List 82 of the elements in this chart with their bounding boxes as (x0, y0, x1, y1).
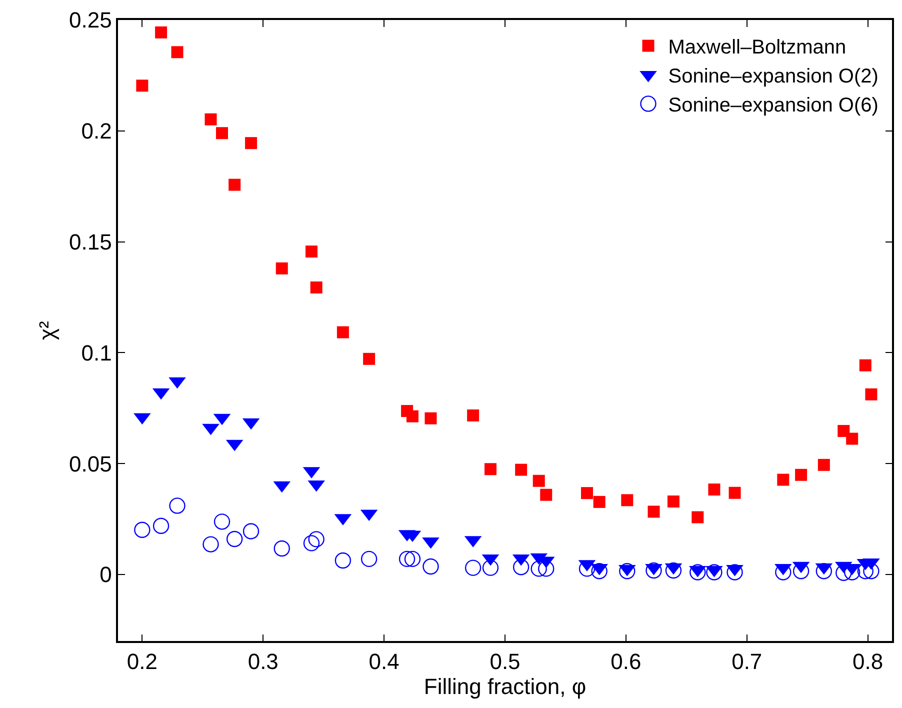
x-tick-label: 0.8 (852, 649, 884, 674)
point (818, 458, 830, 471)
point (152, 518, 170, 534)
legend-label: Sonine–expansion O(2) (668, 66, 878, 88)
point (398, 550, 416, 568)
point (667, 496, 680, 508)
point (422, 558, 439, 575)
point (515, 464, 528, 476)
point (863, 563, 880, 580)
x-tick-label: 0.4 (368, 649, 400, 674)
point (306, 246, 318, 258)
point (865, 388, 878, 400)
point (581, 487, 593, 500)
y-tick-label: 0.1 (81, 340, 112, 366)
x-tick-label: 0.3 (248, 649, 278, 674)
point (619, 563, 636, 580)
x-tick-label: 0.2 (126, 649, 158, 674)
point (467, 409, 480, 422)
y-tick-label: 0.25 (69, 8, 112, 33)
point (512, 559, 530, 576)
point (538, 560, 554, 577)
x-tick-label: 0.7 (732, 649, 762, 674)
point (593, 496, 606, 508)
point (214, 514, 230, 530)
point (621, 494, 634, 506)
x-tick-label: 0.6 (610, 649, 642, 674)
x-axis-title: Filling fraction, φ (424, 674, 586, 700)
point (648, 506, 660, 518)
point (424, 412, 437, 424)
point (706, 564, 722, 580)
point (665, 562, 682, 579)
point (169, 498, 186, 514)
y-tick-label: 0.2 (81, 118, 112, 144)
point (245, 137, 258, 150)
point (540, 488, 552, 501)
point (406, 410, 418, 422)
point (795, 468, 808, 481)
point (530, 560, 547, 577)
point (859, 359, 872, 372)
point (363, 352, 376, 365)
point (310, 281, 322, 294)
point (708, 484, 720, 496)
point (464, 560, 482, 576)
x-tick-label: 0.5 (490, 649, 520, 674)
point (532, 474, 545, 487)
point (484, 463, 496, 476)
point (242, 523, 260, 540)
point (216, 127, 228, 140)
point (228, 178, 241, 191)
point (226, 530, 243, 548)
point (274, 540, 290, 557)
point (334, 552, 352, 569)
point (728, 486, 741, 499)
point (404, 550, 421, 568)
point (857, 563, 874, 580)
point (336, 326, 349, 338)
point (726, 564, 743, 580)
point (690, 564, 706, 580)
point (303, 535, 320, 552)
point (360, 550, 378, 568)
point (777, 474, 790, 486)
point (692, 511, 704, 524)
point (155, 26, 168, 38)
point (136, 80, 148, 92)
point (846, 432, 858, 445)
point (134, 522, 150, 538)
point (591, 563, 608, 580)
point (171, 46, 184, 58)
point (276, 262, 288, 274)
y-axis-title: χ² (34, 321, 60, 340)
y-tick-label: 0 (100, 562, 112, 588)
legend-label: Maxwell–Boltzmann (668, 36, 846, 59)
y-tick-label: 0.05 (69, 451, 112, 476)
point (308, 531, 324, 548)
point (482, 560, 499, 576)
y-tick-label: 0.15 (69, 229, 112, 254)
point (646, 562, 662, 579)
point (816, 563, 832, 580)
point (204, 113, 217, 126)
point (202, 536, 219, 552)
point (836, 564, 852, 582)
legend-label: Sonine–expansion O(6) (668, 94, 878, 117)
